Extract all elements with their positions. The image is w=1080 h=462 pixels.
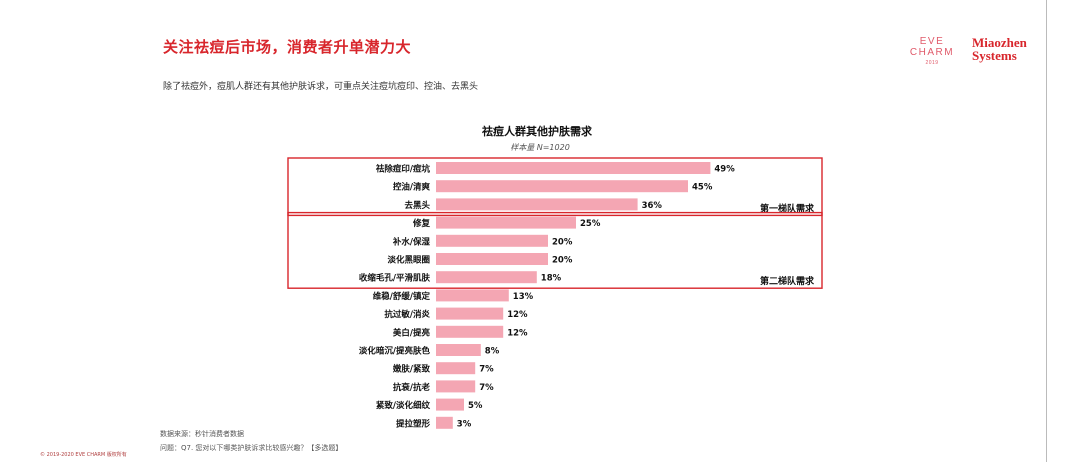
- value-label-6: 18%: [541, 274, 562, 284]
- copyright-note: © 2019-2020 EVE CHARM 版权所有: [40, 452, 127, 458]
- bar-10: [436, 344, 481, 356]
- bar-14: [436, 416, 453, 429]
- bar-2: [436, 198, 638, 211]
- bar-12: [436, 380, 476, 393]
- bar-1: [436, 180, 688, 193]
- page-title: 关注祛痘后市场，消费者升单潜力大: [163, 38, 412, 56]
- bar-9: [436, 325, 504, 338]
- chart-title: 祛痘人群其他护肤需求: [482, 124, 593, 138]
- eve-charm-logo: EVE CHARM 2019: [900, 36, 964, 69]
- category-label-11: 嫩肤/紧致: [392, 364, 431, 375]
- value-label-12: 7%: [479, 383, 494, 393]
- value-label-5: 20%: [552, 256, 573, 266]
- value-label-11: 7%: [479, 365, 494, 375]
- category-label-10: 淡化暗沉/提亮肤色: [359, 346, 431, 357]
- value-label-2: 36%: [642, 201, 663, 211]
- bar-7: [436, 289, 509, 302]
- value-label-7: 13%: [513, 292, 534, 302]
- group-label-0: 第一梯队需求: [760, 202, 815, 214]
- category-label-0: 祛除痘印/痘坑: [375, 164, 431, 175]
- eve-charm-logo-line2: CHARM: [909, 47, 955, 58]
- category-label-12: 抗衰/抗老: [393, 382, 431, 393]
- category-label-3: 修复: [412, 218, 431, 229]
- category-label-5: 淡化黑眼圈: [387, 255, 430, 266]
- category-label-13: 紧致/淡化细纹: [376, 400, 431, 411]
- bar-11: [436, 362, 476, 375]
- source-note: 数据来源：秒针消费者数据: [160, 430, 244, 438]
- page-edge-line: [1046, 0, 1047, 462]
- value-label-10: 8%: [485, 347, 500, 357]
- question-note: 问题：Q7. 您对以下哪类护肤诉求比较感兴趣？【多选题】: [160, 444, 343, 452]
- value-label-13: 5%: [468, 401, 483, 411]
- value-label-0: 49%: [714, 165, 735, 175]
- bar-6: [436, 271, 537, 284]
- group-box-1: [287, 211, 823, 289]
- value-label-4: 20%: [552, 237, 573, 247]
- page-subtitle: 除了祛痘外，痘肌人群还有其他护肤诉求，可重点关注痘坑痘印、控油、去黑头: [163, 82, 479, 92]
- miaozhen-logo-line2: Systems: [972, 48, 1017, 63]
- category-label-6: 收缩毛孔/平滑肌肤: [359, 273, 431, 284]
- miaozhen-logo-line1: Miaozhen: [972, 35, 1027, 50]
- bar-5: [436, 253, 548, 265]
- category-label-4: 补水/保湿: [392, 236, 431, 247]
- group-box-0: [287, 157, 823, 217]
- bar-0: [436, 162, 711, 174]
- bar-4: [436, 234, 548, 247]
- value-label-3: 25%: [580, 219, 601, 229]
- category-label-7: 维稳/舒缓/镇定: [373, 291, 431, 302]
- miaozhen-logo: Miaozhen Systems: [972, 36, 1027, 62]
- category-label-8: 抗过敏/消炎: [384, 309, 430, 320]
- chart-sample-note: 样本量 N=1020: [510, 143, 570, 152]
- category-label-9: 美白/提亮: [393, 327, 431, 338]
- value-label-8: 12%: [507, 310, 528, 320]
- bar-13: [436, 398, 464, 411]
- bar-3: [436, 216, 576, 229]
- bar-8: [436, 307, 504, 320]
- value-label-1: 45%: [692, 183, 713, 193]
- group-label-1: 第二梯队需求: [760, 275, 815, 287]
- category-label-14: 提拉塑形: [396, 418, 431, 429]
- value-label-9: 12%: [507, 328, 528, 338]
- category-label-2: 去黑头: [404, 200, 430, 211]
- value-label-14: 3%: [457, 419, 472, 429]
- eve-charm-logo-small: 2019: [925, 60, 939, 66]
- eve-charm-logo-line1: EVE: [919, 36, 945, 47]
- category-label-1: 控油/清爽: [393, 182, 431, 193]
